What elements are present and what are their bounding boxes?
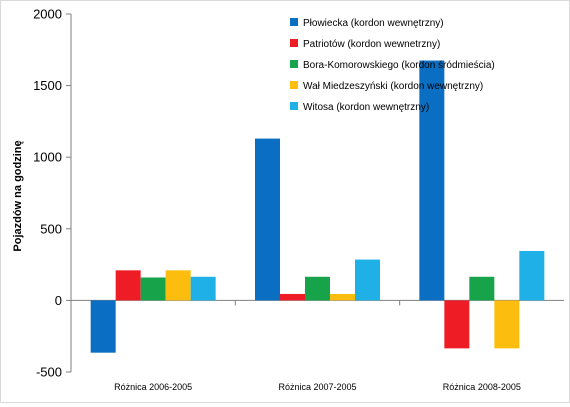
legend-swatch [290, 60, 298, 68]
legend-swatch [290, 39, 298, 47]
bar [115, 270, 141, 301]
x-tick-label: Różnica 2008-2005 [443, 382, 521, 392]
bar [305, 276, 330, 301]
y-tick-label: 1500 [33, 78, 62, 93]
legend-label: Witosa (kordon wewnętrzny) [303, 102, 429, 113]
y-tick-label: 2000 [33, 7, 62, 22]
y-tick-label: 500 [40, 221, 62, 236]
bar [519, 250, 545, 301]
legend-swatch [290, 18, 298, 26]
bar [330, 293, 355, 301]
legend-label: Patriotów (kordon wewnetrzny) [303, 39, 440, 50]
bar [469, 276, 495, 301]
bar [355, 259, 380, 301]
bar [444, 300, 470, 349]
legend-swatch [290, 102, 298, 110]
bar [90, 300, 116, 353]
bar [280, 293, 305, 301]
legend-swatch [290, 81, 298, 89]
y-tick-label: 1000 [33, 150, 62, 165]
legend-label: Płowiecka (kordon wewnętrzny) [303, 18, 444, 29]
y-axis-label: Pojazdów na godzinę [12, 140, 24, 251]
bar [255, 138, 280, 301]
x-tick-label: Różnica 2007-2005 [278, 382, 356, 392]
bar [494, 300, 520, 349]
bar [165, 270, 191, 301]
y-tick-label: -500 [36, 365, 62, 380]
bar [419, 60, 445, 301]
legend: Płowiecka (kordon wewnętrzny) Patriotów (… [290, 18, 495, 113]
legend-label: Wał Miedzeszyński (kordon wewnętrzny) [303, 81, 483, 92]
x-tick-label: Różnica 2006-2005 [114, 382, 192, 392]
y-tick-label: 0 [55, 293, 62, 308]
bars [90, 60, 545, 353]
legend-label: Bora-Komorowskiego (kordon śródmieścia) [303, 60, 495, 71]
bar [190, 276, 216, 301]
bar [140, 277, 166, 301]
